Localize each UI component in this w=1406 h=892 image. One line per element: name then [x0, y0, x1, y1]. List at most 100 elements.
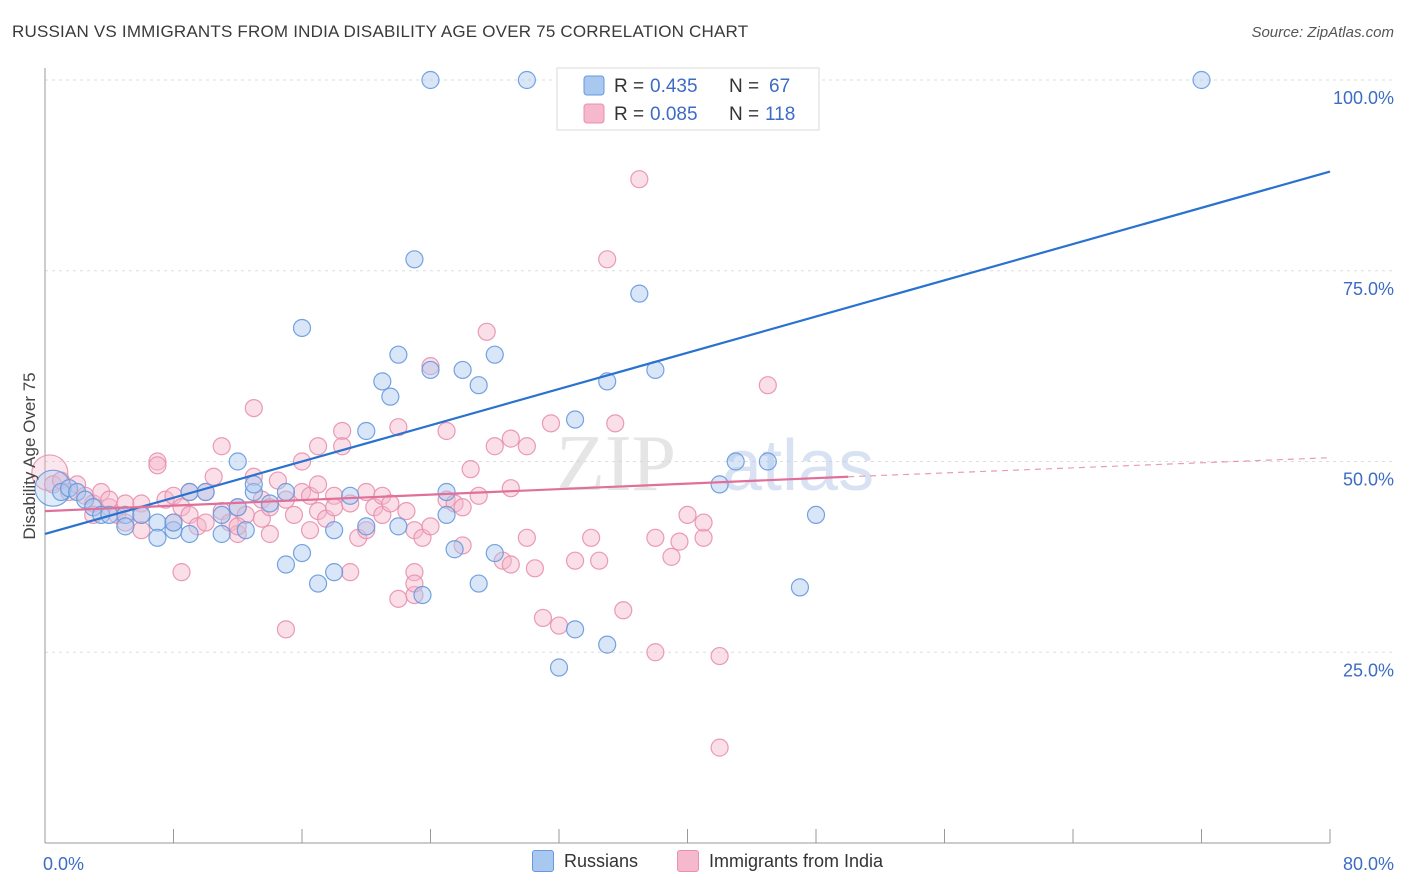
russians-point-64 [758, 452, 777, 471]
india-point-45 [284, 505, 304, 525]
india-point-78 [453, 498, 472, 517]
russians-point-30 [308, 574, 328, 593]
india-point-106 [694, 513, 713, 532]
russians-point-46 [453, 360, 472, 380]
india-point-36 [244, 398, 263, 418]
legend-russians-r-label: R = [614, 76, 644, 97]
russians-point-22 [244, 475, 263, 494]
russians-point-11 [148, 513, 167, 532]
legend-item-india[interactable]: Immigrants from India [677, 850, 883, 872]
india-point-28 [172, 563, 191, 582]
russians-point-50 [485, 543, 504, 563]
russians-point-43 [437, 505, 456, 525]
legend-top: R = 0.435 N = 67 R = 0.085 N = 118 [556, 67, 820, 131]
india-point-73 [421, 357, 440, 376]
russians-point-19 [212, 524, 231, 544]
india-point-68 [389, 589, 408, 608]
russians-point-62 [710, 475, 729, 494]
russians-point-65 [790, 578, 810, 597]
russians-point-27 [276, 555, 296, 574]
russians-point-29 [292, 318, 312, 338]
russians-points [34, 70, 1211, 677]
india-point-17 [148, 452, 167, 471]
y-axis-title: Disability Age Over 75 [20, 372, 39, 539]
russians-point-32 [325, 521, 344, 540]
y-tick-labels: 25.0% 50.0% 75.0% 100.0% [1333, 88, 1394, 680]
russians-swatch [532, 850, 554, 872]
russians-point-35 [357, 421, 376, 441]
russians-point-9 [116, 517, 135, 536]
india-point-109 [758, 376, 777, 395]
russians-point-42 [421, 360, 440, 380]
india-point-56 [333, 421, 352, 441]
russians-point-12 [148, 528, 167, 547]
legend-bottom: Russians Immigrants from India [0, 850, 1406, 880]
india-point-59 [341, 563, 360, 582]
russians-point-34 [357, 517, 376, 536]
india-point-88 [517, 528, 536, 547]
x-tick-label-max: 80.0% [1343, 854, 1394, 874]
russians-point-52 [421, 70, 440, 90]
legend-russians-n-label: N = [729, 76, 759, 97]
russians-point-36 [373, 372, 392, 391]
india-trend-line-extension [848, 457, 1331, 478]
india-point-93 [565, 551, 585, 570]
russians-point-37 [381, 387, 400, 406]
india-point-90 [533, 608, 553, 628]
russians-point-23 [260, 494, 279, 513]
watermark-atlas: atlas [722, 426, 874, 506]
india-point-94 [582, 528, 601, 547]
india-point-101 [646, 643, 665, 662]
russians-point-49 [485, 345, 504, 364]
india-trend-line [44, 475, 849, 513]
india-point-91 [541, 414, 561, 433]
x-tick-label-min: 0.0% [43, 854, 84, 874]
india-swatch [677, 850, 699, 872]
india-point-108 [710, 646, 729, 666]
y-tick-label-1: 50.0% [1343, 470, 1394, 490]
russians-point-63 [726, 452, 745, 471]
india-point-27 [196, 513, 215, 532]
legend-india-n-value: 118 [765, 104, 795, 125]
russians-trend-line [44, 170, 1331, 536]
russians-point-33 [341, 486, 360, 505]
russians-point-21 [244, 482, 263, 502]
russians-point-41 [413, 585, 432, 605]
trend-lines [44, 170, 1331, 536]
russians-point-16 [180, 524, 199, 544]
india-point-67 [389, 418, 408, 437]
india-point-102 [662, 547, 681, 566]
russians-point-55 [565, 620, 585, 639]
source-label: Source: ZipAtlas.com [1251, 24, 1394, 41]
india-point-99 [630, 170, 649, 189]
russians-point-44 [437, 482, 456, 502]
india-point-112 [501, 555, 520, 574]
india-point-18 [148, 456, 167, 475]
india-point-86 [501, 479, 520, 498]
russians-point-31 [325, 563, 344, 582]
india-point-89 [525, 559, 545, 578]
russians-point-14 [164, 513, 183, 532]
india-point-85 [501, 429, 520, 448]
russians-point-40 [405, 250, 424, 269]
india-point-103 [670, 532, 689, 551]
india-point-13 [116, 513, 135, 532]
russians-point-38 [389, 517, 408, 536]
watermark: ZIP atlas [556, 420, 874, 508]
russians-point-15 [180, 482, 199, 502]
india-point-92 [549, 616, 569, 635]
india-point-31 [212, 437, 231, 456]
india-point-104 [678, 505, 697, 525]
russians-point-26 [228, 498, 247, 517]
india-point-69 [397, 501, 416, 521]
russians-point-24 [276, 482, 296, 502]
india-point-105 [694, 528, 713, 547]
legend-item-russians[interactable]: Russians [532, 850, 638, 872]
chart-title: RUSSIAN VS IMMIGRANTS FROM INDIA DISABIL… [12, 22, 749, 41]
legend-russians-n-value: 67 [769, 76, 790, 97]
russians-point-48 [469, 574, 488, 593]
legend-india-r-label: R = [614, 104, 644, 125]
russians-point-67 [1192, 70, 1211, 90]
y-tick-label-2: 75.0% [1343, 279, 1394, 299]
